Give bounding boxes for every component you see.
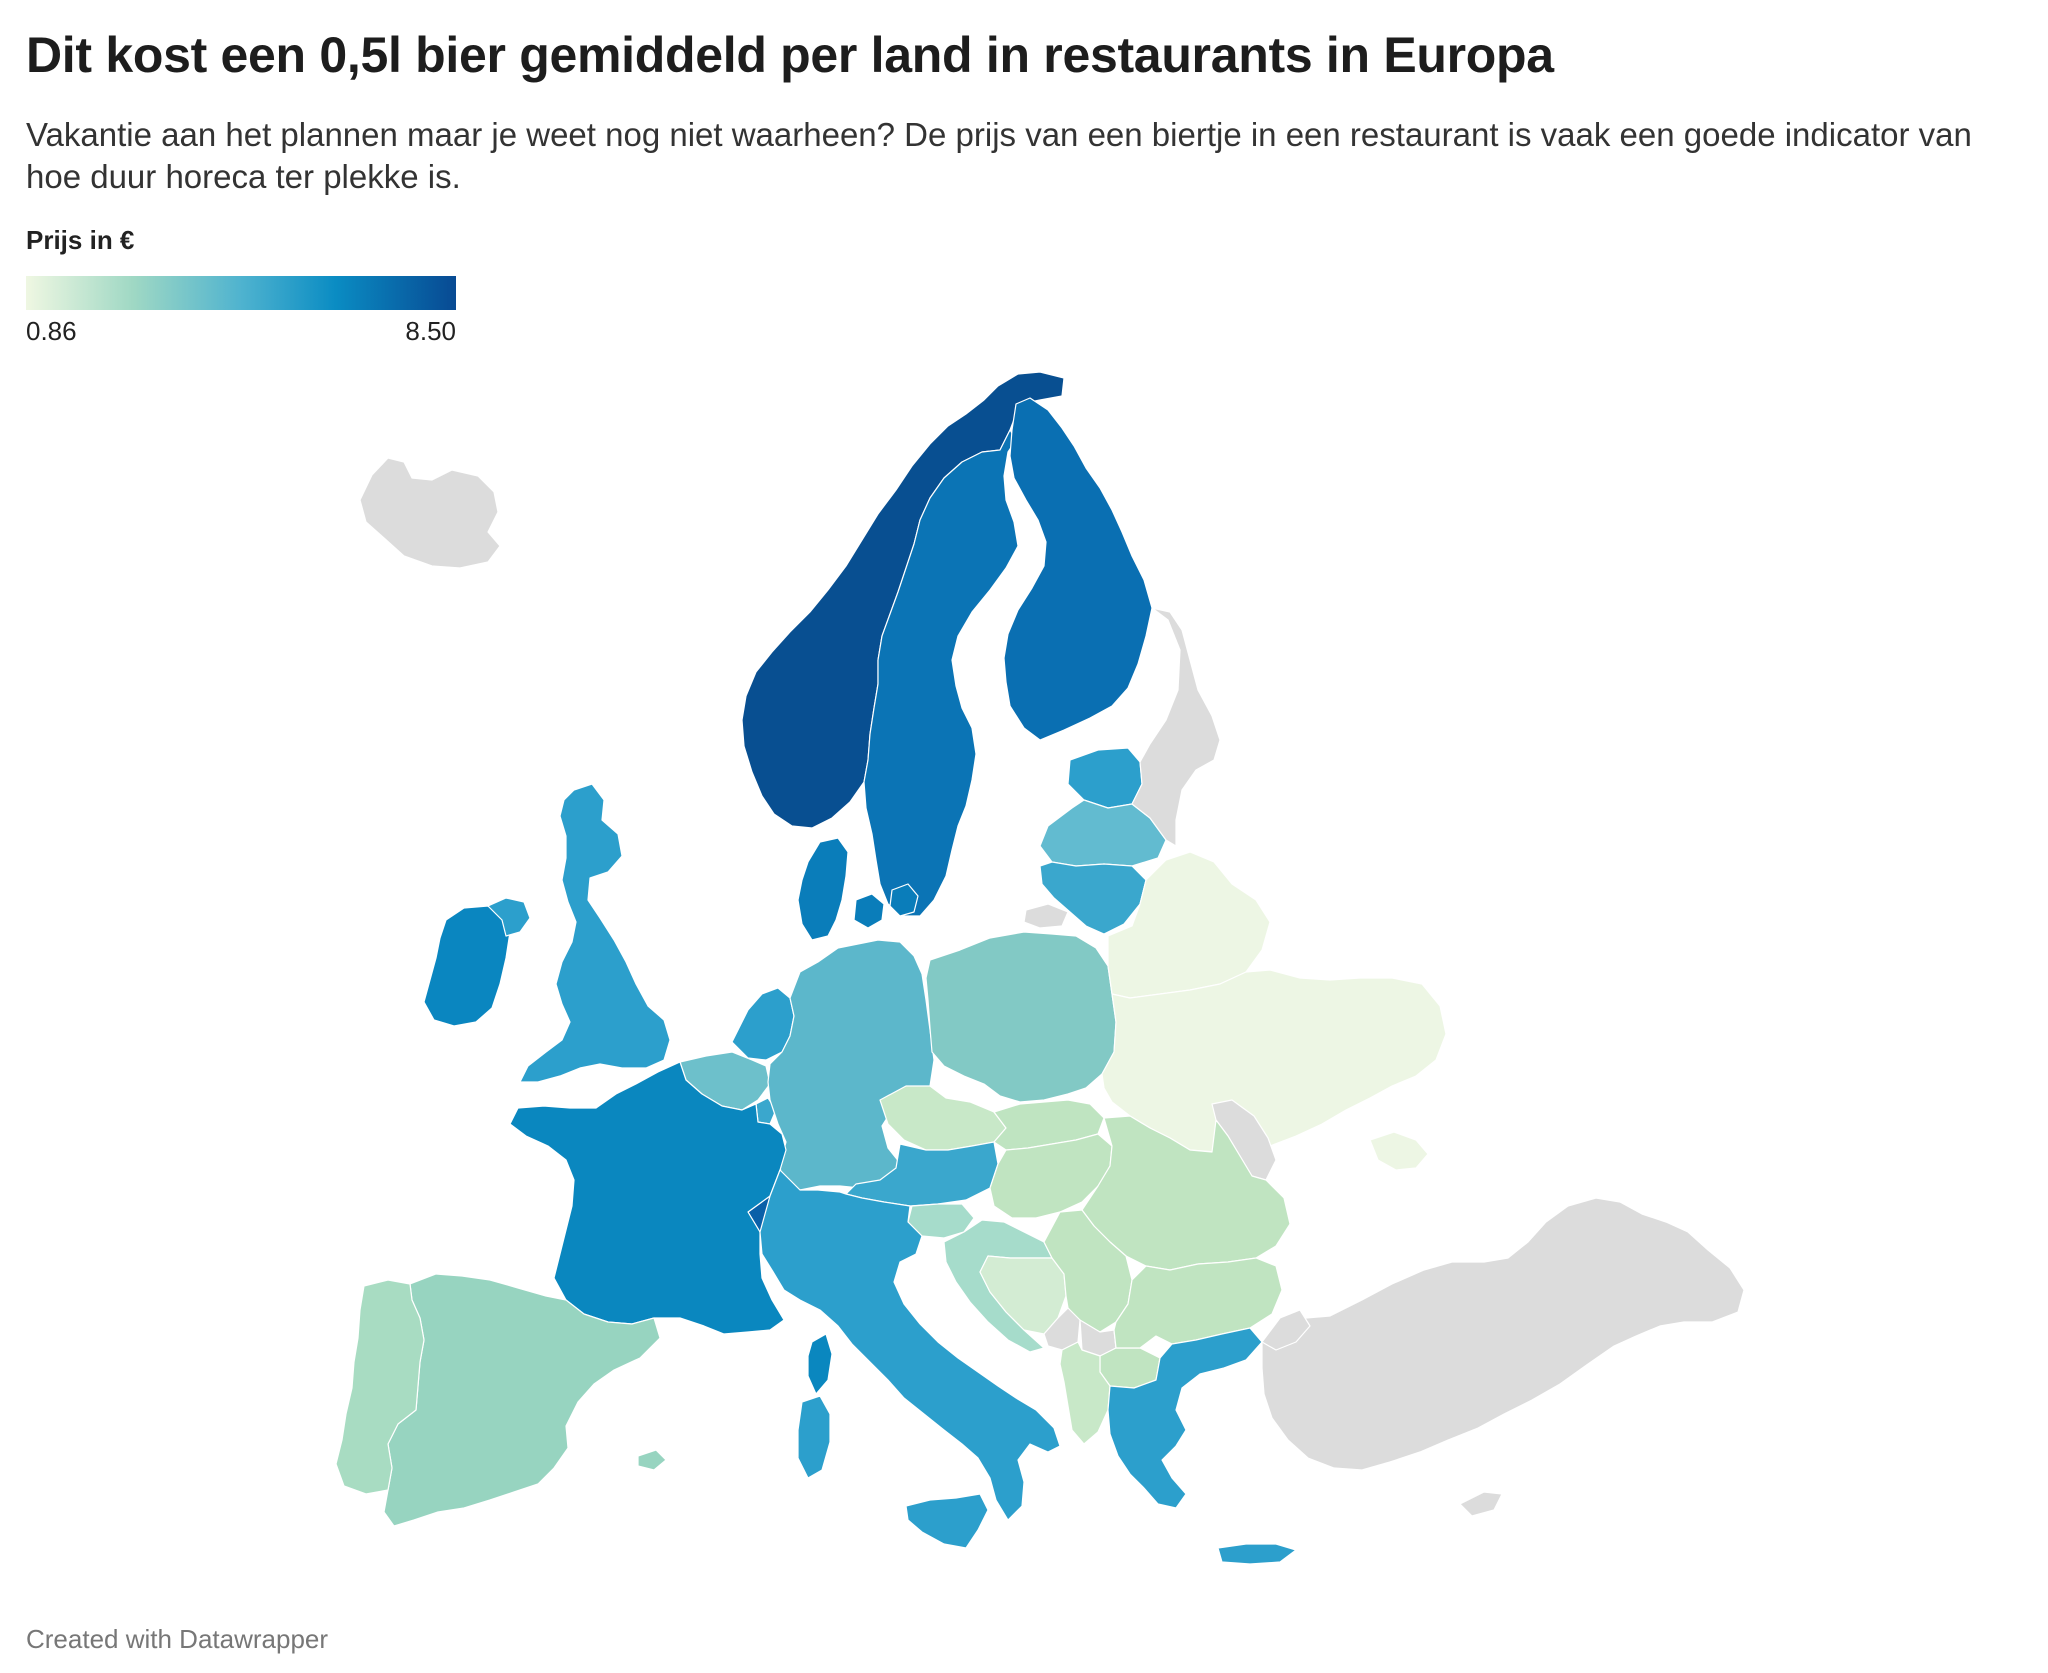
country-estonia[interactable] [1067, 747, 1143, 809]
country-italy[interactable] [759, 1169, 1061, 1521]
country-finland[interactable] [1003, 397, 1153, 741]
country-czechia[interactable] [879, 1085, 1007, 1151]
country-denmark[interactable] [797, 837, 849, 941]
country-lithuania[interactable] [1039, 861, 1147, 935]
country-northern-ireland[interactable] [487, 897, 531, 937]
country-montenegro[interactable] [1043, 1307, 1081, 1351]
country-france[interactable] [509, 1061, 787, 1335]
legend-labels: 0.86 8.50 [26, 316, 456, 352]
country-poland[interactable] [925, 931, 1117, 1103]
country-iceland[interactable] [359, 457, 501, 569]
country-denmark-islands[interactable] [853, 883, 919, 929]
country-greece[interactable] [1107, 1327, 1263, 1509]
color-legend: Prijs in € 0.86 8.50 [26, 225, 456, 352]
country-greece-crete[interactable] [1217, 1543, 1297, 1565]
legend-gradient-bar [26, 276, 456, 310]
credit-line: Created with Datawrapper [26, 1624, 329, 1654]
country-ukraine-crimea[interactable] [1369, 1131, 1429, 1171]
country-united-kingdom[interactable] [519, 783, 671, 1083]
country-russia-kaliningrad[interactable] [1023, 903, 1069, 929]
legend-max-label: 8.50 [405, 316, 456, 346]
country-albania[interactable] [1059, 1341, 1111, 1445]
country-turkey[interactable] [1261, 1197, 1745, 1471]
country-turkey-thrace[interactable] [1261, 1309, 1311, 1351]
country-spain-balearics[interactable] [637, 1449, 667, 1471]
country-bulgaria[interactable] [1113, 1257, 1283, 1349]
legend-title: Prijs in € [26, 225, 135, 255]
country-ukraine[interactable] [1101, 969, 1447, 1153]
country-cyprus[interactable] [1459, 1491, 1503, 1517]
country-ireland[interactable] [423, 905, 511, 1027]
country-portugal[interactable] [335, 1279, 425, 1495]
chart-title: Dit kost een 0,5l bier gemiddeld per lan… [26, 27, 1554, 83]
country-russia[interactable] [1131, 607, 1221, 847]
chart-subtitle: Vakantie aan het plannen maar je weet no… [26, 116, 1972, 195]
legend-min-label: 0.86 [26, 316, 77, 346]
country-italy-sardinia[interactable] [797, 1395, 831, 1479]
country-italy-sicily[interactable] [905, 1493, 989, 1549]
country-france-corsica[interactable] [807, 1333, 833, 1395]
